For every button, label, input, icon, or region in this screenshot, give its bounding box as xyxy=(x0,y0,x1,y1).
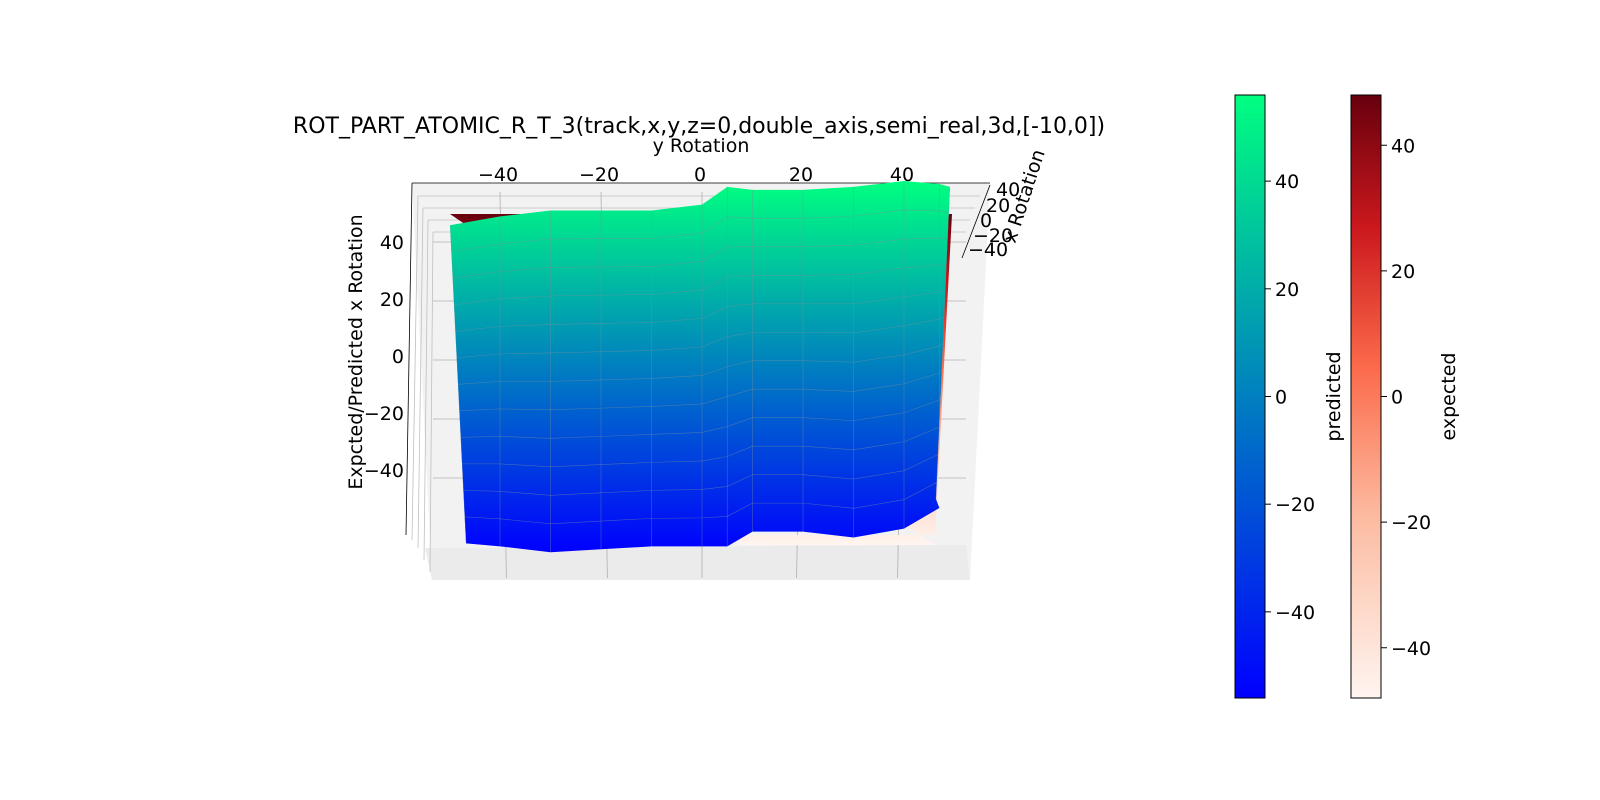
predicted-colorbar-tick: −40 xyxy=(1275,602,1315,624)
y-tick-label: 0 xyxy=(694,164,706,186)
predicted-colorbar-tick: 40 xyxy=(1275,171,1299,193)
predicted-surface xyxy=(450,181,950,553)
y-tick-label: −40 xyxy=(478,164,518,186)
expected-colorbar-tick: 0 xyxy=(1391,387,1403,409)
y-axis: −40 −20 0 20 40 y Rotation xyxy=(478,135,914,186)
z-tick-label: 40 xyxy=(380,232,404,254)
z-tick-label: 20 xyxy=(380,289,404,311)
colorbars: 40 20 0 −20 −40 predicted 40 20 0 −20 −40 expected xyxy=(1234,94,1460,699)
x-tick-label: 40 xyxy=(996,179,1020,201)
predicted-colorbar-tick: 20 xyxy=(1275,279,1299,301)
z-tick-label: 0 xyxy=(392,346,404,368)
predicted-colorbar-label: predicted xyxy=(1323,351,1345,441)
x-tick-label: 0 xyxy=(980,210,992,232)
y-tick-label: 40 xyxy=(890,164,914,186)
predicted-colorbar-tick: −20 xyxy=(1275,494,1315,516)
chart-title: ROT_PART_ATOMIC_R_T_3(track,x,y,z=0,doub… xyxy=(292,114,1106,139)
z-axis-label: Expcted/Predicted x Rotation xyxy=(345,214,367,489)
expected-colorbar-tick: −20 xyxy=(1391,512,1431,534)
expected-colorbar-label: expected xyxy=(1438,353,1460,441)
x-tick-label: −40 xyxy=(968,239,1008,261)
y-tick-label: 20 xyxy=(789,164,813,186)
z-tick-label: −40 xyxy=(364,460,404,482)
x-tick-label: 20 xyxy=(986,195,1010,217)
expected-colorbar-tick: 40 xyxy=(1391,135,1415,157)
z-tick-label: −20 xyxy=(364,403,404,425)
expected-colorbar xyxy=(1350,94,1382,699)
y-axis-label: y Rotation xyxy=(653,135,750,157)
y-tick-label: −20 xyxy=(579,164,619,186)
predicted-colorbar-tick: 0 xyxy=(1275,387,1287,409)
expected-colorbar-tick: −40 xyxy=(1391,638,1431,660)
x-tick-label: −20 xyxy=(973,225,1013,247)
predicted-colorbar xyxy=(1234,94,1266,699)
expected-colorbar-tick: 20 xyxy=(1391,261,1415,283)
surface-mesh xyxy=(450,181,950,553)
surfaces xyxy=(450,181,952,553)
